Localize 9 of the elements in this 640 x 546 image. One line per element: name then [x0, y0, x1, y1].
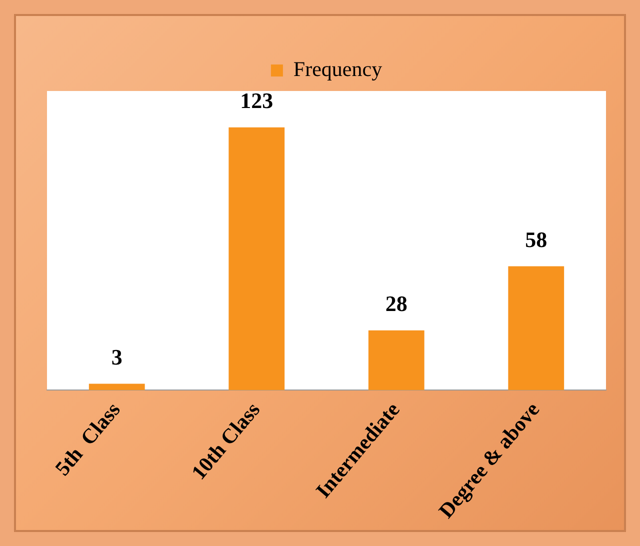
legend-label: Frequency: [293, 57, 383, 82]
bar: [88, 384, 145, 390]
bar: [228, 127, 285, 390]
bar: [508, 266, 564, 390]
data-label: 28: [385, 291, 408, 316]
data-label: 3: [111, 344, 122, 370]
data-label: 58: [525, 226, 548, 252]
data-label: 123: [240, 88, 274, 114]
bar: [368, 330, 424, 390]
